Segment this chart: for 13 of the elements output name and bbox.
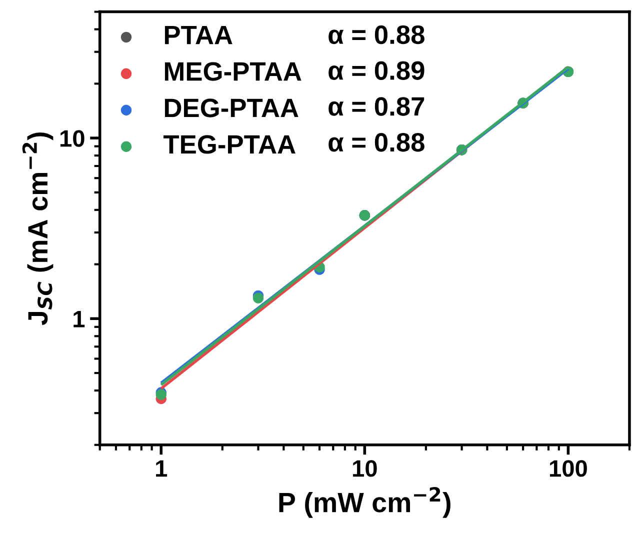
annotation: α = 0.87 (328, 97, 424, 116)
x-axis-title: P (mW cm$^{−2}$) (279, 487, 450, 518)
legend-label: MEG-PTAA (164, 62, 302, 81)
annotation: α = 0.88 (328, 133, 424, 152)
legend-label: DEG-PTAA (164, 98, 298, 118)
x-tick-label: 1 (156, 460, 168, 477)
annotation: α = 0.89 (328, 61, 424, 80)
y-axis-title: J$_{SC}$ (mA cm$^{−2}$) (22, 132, 54, 326)
x-tick-label: 100 (550, 460, 587, 477)
legend-label: PTAA (164, 26, 232, 44)
x-tick-label: 10 (353, 460, 377, 477)
annotation: α = 0.88 (328, 25, 424, 44)
legend-label: TEG-PTAA (163, 135, 296, 154)
